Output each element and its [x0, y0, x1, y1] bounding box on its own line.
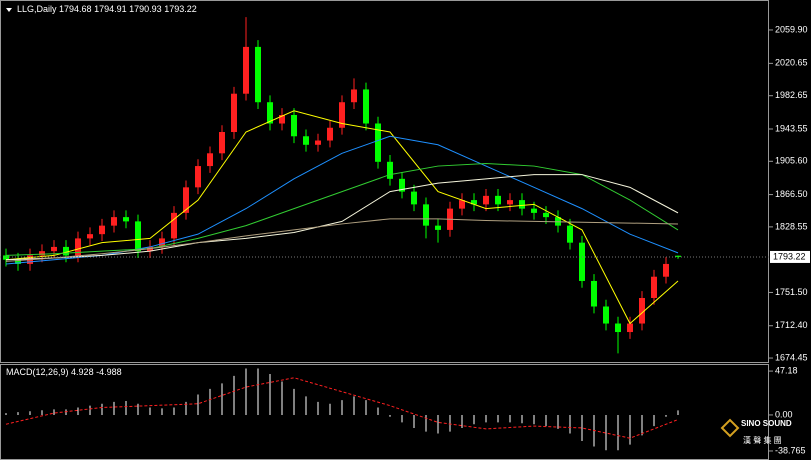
candle-body: [351, 89, 357, 103]
candle-body: [507, 200, 513, 205]
main-frame: [0, 0, 769, 363]
candle-body: [411, 191, 417, 205]
candle-body: [519, 200, 525, 209]
header: LLG,Daily 1794.68 1794.91 1790.93 1793.2…: [17, 4, 197, 14]
candle-body: [399, 178, 405, 192]
logo: SINO SOUND 漢 聲 集 團: [720, 418, 792, 445]
y-tick-label: 2059.90: [775, 24, 808, 34]
candle-body: [267, 102, 273, 124]
candle-body: [531, 208, 537, 213]
y-tick-label: 1828.55: [775, 221, 808, 231]
y-tick-label: 0.00: [775, 409, 793, 419]
y-tick-label: 47.18: [775, 365, 798, 375]
candle-body: [495, 195, 501, 205]
candle-body: [171, 212, 177, 239]
candle-body: [39, 251, 45, 256]
candle-body: [375, 123, 381, 162]
logo-icon: [720, 418, 740, 438]
macd-value: 4.928: [71, 367, 94, 377]
candle-body: [471, 200, 477, 205]
close: 1793.22: [164, 4, 197, 14]
candle-body: [435, 225, 441, 230]
candle-body: [567, 225, 573, 243]
moving-average: [5, 174, 679, 261]
moving-average: [5, 163, 679, 256]
candle-body: [243, 46, 249, 94]
candle-body: [651, 276, 657, 298]
y-tick-label: 1866.50: [775, 189, 808, 199]
moving-average: [5, 135, 679, 265]
candle-body: [195, 166, 201, 188]
candle-body: [123, 217, 129, 222]
high: 1794.91: [94, 4, 127, 14]
candle-body: [303, 136, 309, 145]
candle-body: [315, 140, 321, 145]
candle-body: [255, 46, 261, 103]
moving-average: [5, 218, 679, 262]
candle-body: [423, 204, 429, 226]
candle-body: [207, 153, 213, 167]
candle-body: [135, 221, 141, 252]
current-price-label: 1793.22: [773, 251, 806, 261]
current-price-box: [770, 250, 810, 263]
candle-body: [87, 234, 93, 239]
signal-line: [5, 377, 679, 439]
candle-body: [579, 242, 585, 281]
low: 1790.93: [129, 4, 162, 14]
macd-frame: [0, 364, 769, 460]
candle-body: [675, 255, 681, 257]
candle-body: [291, 114, 297, 137]
candle-body: [63, 246, 69, 256]
macd-header: MACD(12,26,9) 4.928 -4.988: [6, 367, 122, 377]
open: 1794.68: [59, 4, 92, 14]
candle-body: [159, 238, 165, 247]
candle-body: [51, 246, 57, 252]
y-tick-label: 1905.60: [775, 156, 808, 166]
logo-name: SINO SOUND: [741, 419, 792, 428]
logo-subtitle: 漢 聲 集 團: [743, 435, 782, 445]
menu-arrow: [6, 8, 12, 12]
candle-body: [543, 212, 549, 218]
y-tick-label: 1982.65: [775, 90, 808, 100]
y-tick-label: 1712.40: [775, 320, 808, 330]
candle-body: [639, 297, 645, 324]
candle-body: [183, 187, 189, 213]
candle-body: [327, 127, 333, 141]
candle-body: [111, 217, 117, 226]
candle-body: [75, 238, 81, 256]
y-tick-label: 1751.50: [775, 287, 808, 297]
candle-body: [627, 323, 633, 333]
candle-body: [363, 89, 369, 124]
candle-body: [339, 102, 345, 128]
candle-body: [603, 306, 609, 324]
candle-body: [459, 200, 465, 209]
candle-body: [15, 259, 21, 264]
candle-body: [231, 93, 237, 133]
candle-body: [483, 195, 489, 205]
y-tick-label: 2020.65: [775, 58, 808, 68]
candle-body: [663, 263, 669, 277]
signal-value: -4.988: [96, 367, 122, 377]
macd-label: MACD(12,26,9): [6, 367, 69, 377]
candle-body: [279, 114, 285, 124]
y-tick-label: 1943.55: [775, 123, 808, 133]
y-tick-label: 1674.45: [775, 352, 808, 362]
candle-body: [615, 323, 621, 333]
candle-body: [591, 280, 597, 307]
y-tick-label: -38.765: [775, 445, 806, 455]
candle-body: [219, 132, 225, 154]
moving-average: [5, 110, 679, 325]
candle-body: [99, 225, 105, 235]
symbol: LLG,Daily: [17, 4, 57, 14]
candle-body: [387, 161, 393, 179]
candle-body: [3, 255, 9, 260]
